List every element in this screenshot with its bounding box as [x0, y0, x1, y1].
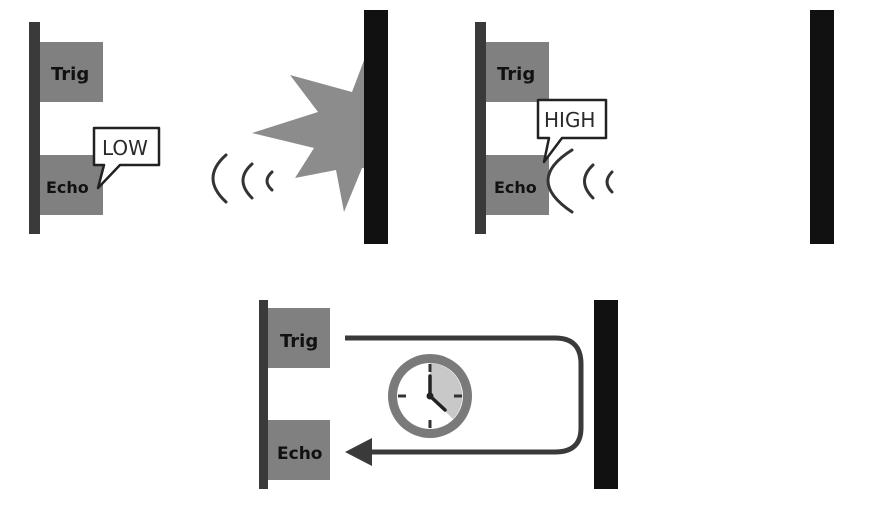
panel-1-emitting: Trig Echo LOW: [29, 10, 388, 244]
echo-state-text: HIGH: [544, 108, 595, 132]
panel-3-timing: Trig Echo: [259, 300, 618, 489]
sound-wave-icon: [546, 148, 614, 214]
echo-state-bubble: LOW: [92, 126, 161, 190]
obstacle-wall: [810, 10, 834, 244]
trig-label: Trig: [497, 64, 535, 85]
clock-icon: [388, 354, 472, 438]
obstacle-wall: [594, 300, 618, 489]
echo-label: Echo: [277, 444, 322, 464]
arrow-head-icon: [345, 438, 372, 466]
sensor-bar: [475, 22, 486, 234]
panel-2-receiving: Trig Echo HIGH: [475, 10, 834, 244]
trig-pin-block: [268, 308, 330, 368]
trig-label: Trig: [280, 331, 318, 352]
echo-pin-block: [268, 420, 330, 480]
round-trip-path: [345, 335, 584, 455]
sensor-bar: [29, 22, 40, 234]
echo-pin-block: [40, 155, 103, 215]
impact-burst-icon: [252, 55, 366, 212]
sensor-bar: [259, 300, 268, 489]
echo-label: Echo: [494, 178, 537, 197]
echo-label: Echo: [46, 178, 89, 197]
trig-label: Trig: [51, 64, 89, 85]
obstacle-wall: [364, 10, 388, 244]
echo-state-bubble: HIGH: [536, 98, 608, 164]
echo-pin-block: [486, 155, 549, 215]
trig-pin-block: [486, 42, 549, 102]
trig-pin-block: [40, 42, 103, 102]
sound-wave-icon: [211, 153, 274, 204]
echo-state-text: LOW: [102, 136, 148, 160]
